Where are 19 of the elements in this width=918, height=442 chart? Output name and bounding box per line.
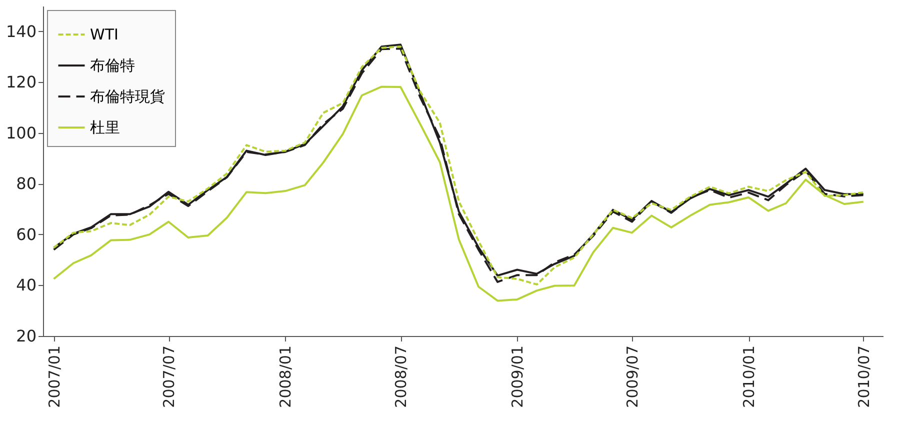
y-tick-label: 100 <box>6 123 36 142</box>
y-tick-label: 60 <box>16 224 36 244</box>
x-tick-label: 2009/07 <box>623 346 642 408</box>
y-tick-label: 20 <box>16 326 36 346</box>
y-tick-label: 120 <box>6 72 36 92</box>
legend-label: 布倫特 <box>90 56 135 74</box>
x-tick-label: 2007/01 <box>45 346 64 408</box>
legend-label: WTI <box>90 26 118 44</box>
x-tick-label: 2008/07 <box>392 346 410 408</box>
x-tick-label: 2010/01 <box>740 346 758 408</box>
y-tick-label: 40 <box>16 276 36 295</box>
x-tick-label: 2007/07 <box>160 346 178 408</box>
x-tick-label: 2010/07 <box>854 346 873 408</box>
legend-label: 杜里 <box>90 118 120 136</box>
legend-label: 布倫特現貨 <box>90 88 165 106</box>
x-tick-label: 2009/01 <box>508 346 527 408</box>
y-tick-label: 80 <box>16 174 36 194</box>
y-tick-label: 140 <box>6 22 36 41</box>
x-tick-label: 2008/01 <box>276 346 295 408</box>
